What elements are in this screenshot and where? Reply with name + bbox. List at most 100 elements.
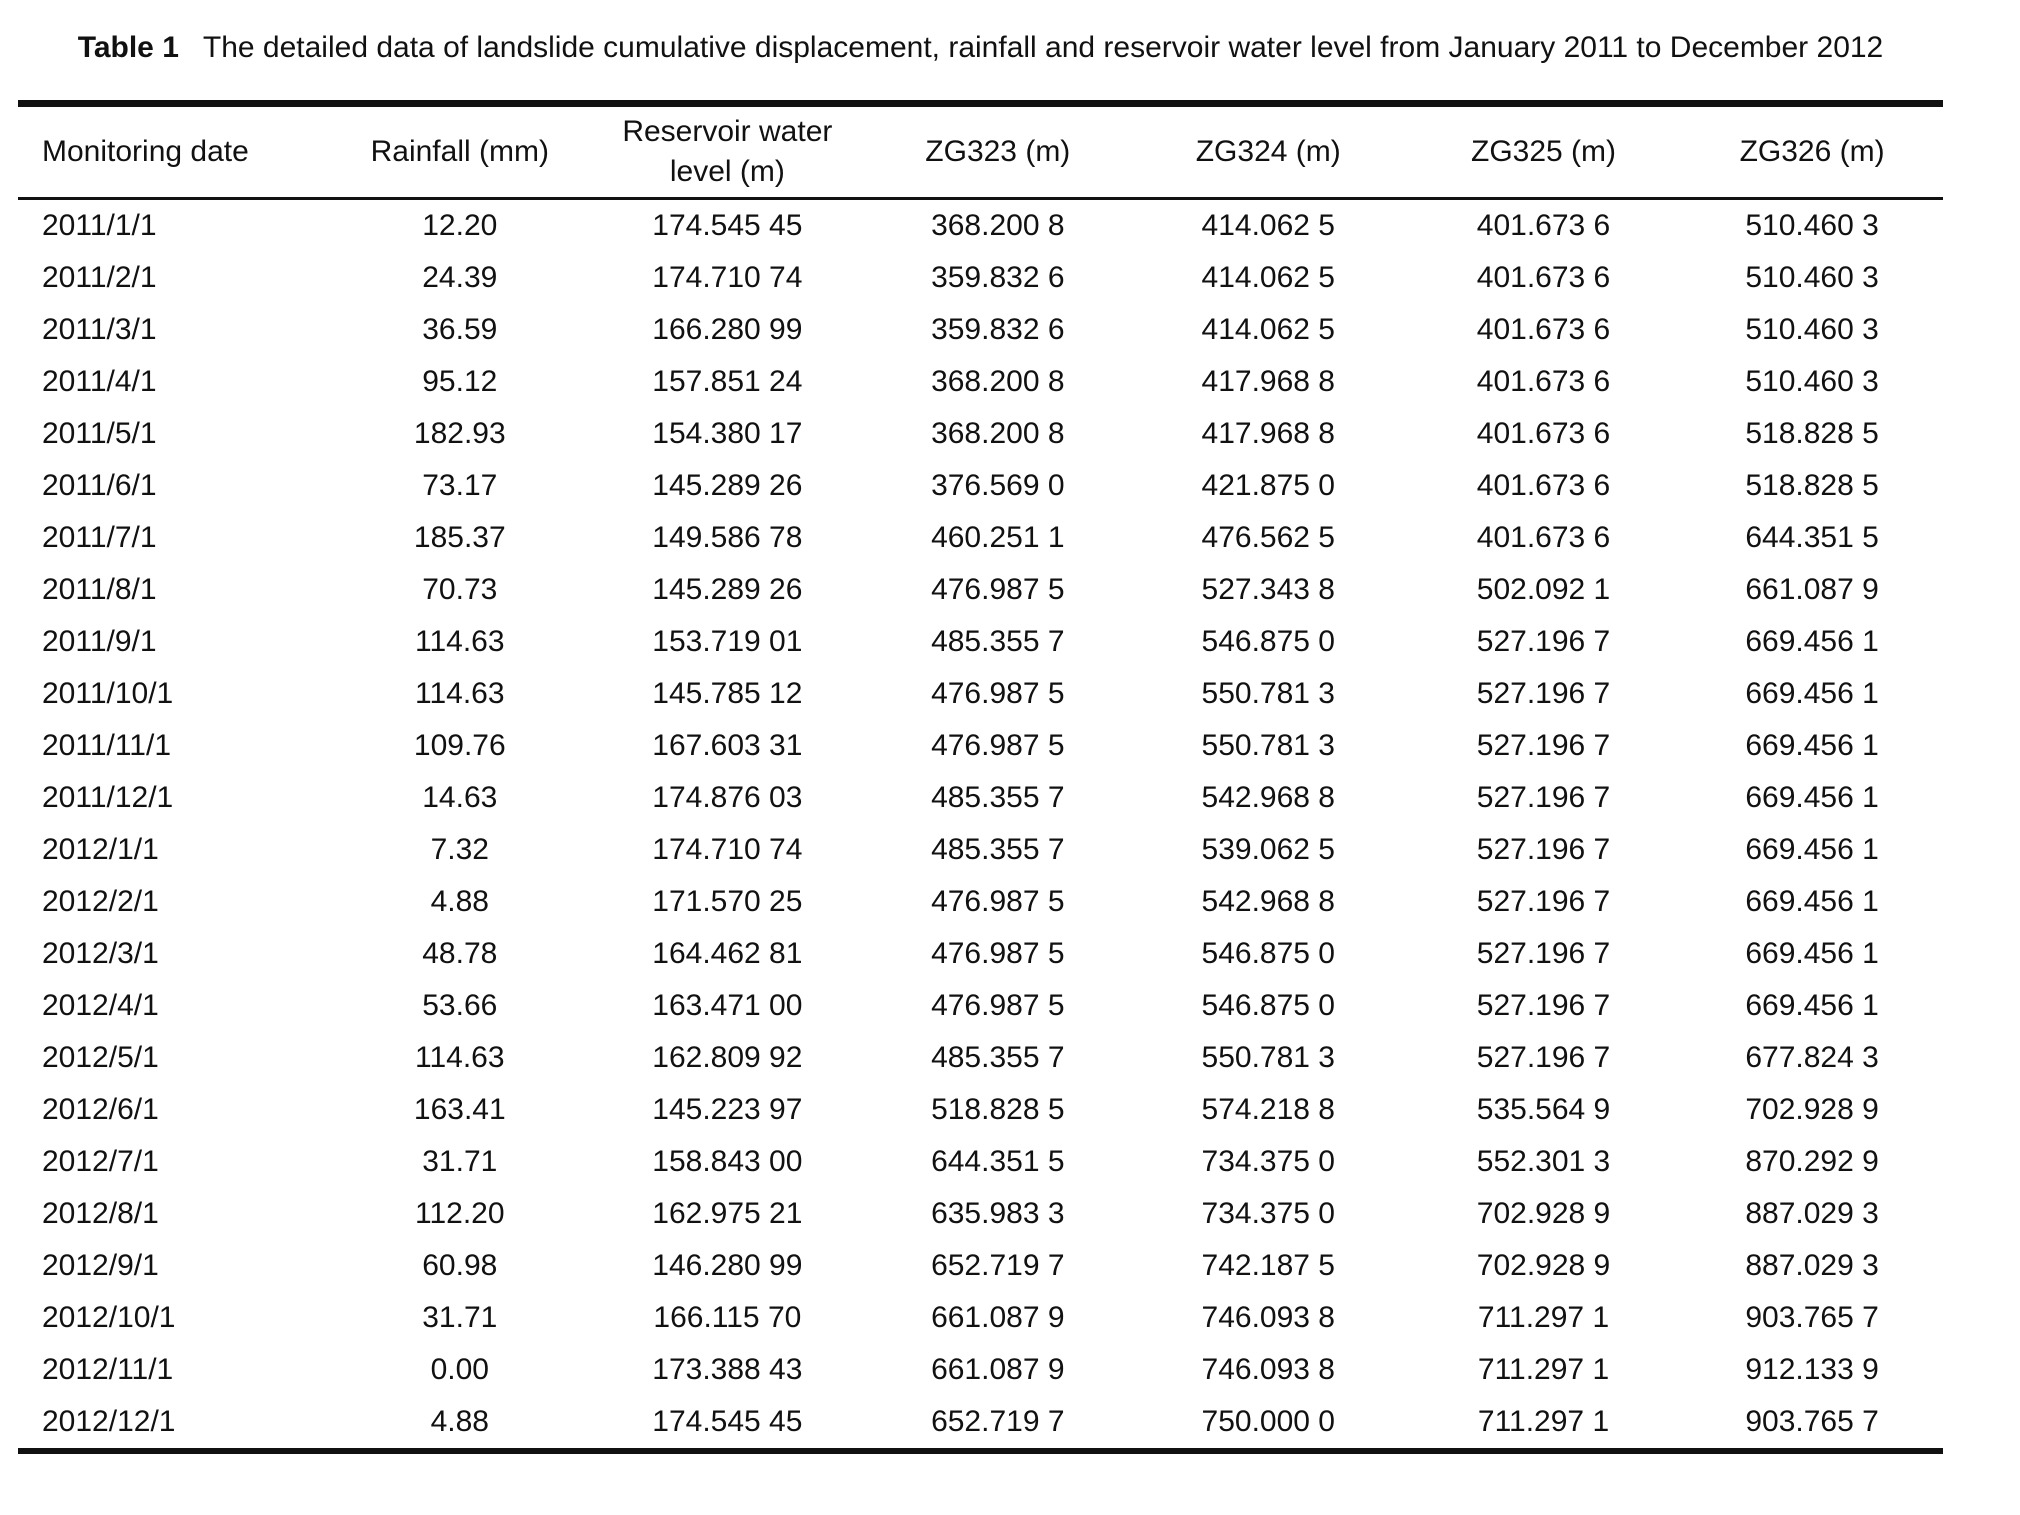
zg326-cell: 887.029 3 — [1745, 1249, 1879, 1282]
zg324-cell: 546.875 0 — [1201, 989, 1335, 1022]
reservoir-level-cell: 173.388 43 — [652, 1353, 803, 1386]
data-table: Monitoring date Rainfall (mm) Reservoir … — [18, 100, 1943, 1454]
table-row: 2012/6/1 163.41 145.223 97 518.828 5 574.218… — [18, 1084, 1943, 1136]
monitoring-date-cell: 2012/2/1 — [42, 885, 159, 918]
zg323-cell: 485.355 7 — [931, 781, 1065, 814]
zg324-cell: 574.218 8 — [1201, 1093, 1335, 1126]
zg325-cell: 711.297 1 — [1477, 1405, 1610, 1438]
zg325-cell: 401.673 6 — [1476, 365, 1611, 398]
column-header-rainfall: Rainfall (mm) — [370, 135, 549, 168]
column-header-zg325: ZG325 (m) — [1471, 135, 1617, 168]
table-row: 2012/2/1 4.88 171.570 25 476.987 5 542.968 8… — [18, 876, 1943, 928]
zg324-cell: 542.968 8 — [1201, 885, 1335, 918]
zg323-cell: 359.832 6 — [931, 261, 1065, 294]
rainfall-cell: 163.41 — [413, 1093, 506, 1126]
zg324-cell: 421.875 0 — [1201, 469, 1335, 502]
table-row: 2012/4/1 53.66 163.471 00 476.987 5 546.875 … — [18, 980, 1943, 1032]
table-row: 2011/10/1 114.63 145.785 12 476.987 5 550.78… — [18, 668, 1943, 720]
reservoir-level-cell: 153.719 01 — [652, 625, 803, 658]
zg324-cell: 527.343 8 — [1201, 573, 1335, 606]
table-row: 2012/10/1 31.71 166.115 70 661.087 9 746.093… — [18, 1292, 1943, 1344]
zg325-cell: 527.196 7 — [1476, 625, 1611, 658]
zg325-cell: 702.928 9 — [1476, 1197, 1611, 1230]
zg324-cell: 414.062 5 — [1201, 261, 1335, 294]
zg324-cell: 742.187 5 — [1201, 1249, 1335, 1282]
zg326-cell: 669.456 1 — [1745, 729, 1879, 762]
zg326-cell: 677.824 3 — [1745, 1041, 1879, 1074]
rainfall-cell: 36.59 — [422, 313, 498, 346]
zg324-cell: 734.375 0 — [1201, 1145, 1335, 1178]
reservoir-level-cell: 166.280 99 — [652, 313, 803, 346]
zg324-cell: 746.093 8 — [1201, 1301, 1335, 1334]
monitoring-date-cell: 2012/1/1 — [42, 833, 159, 866]
reservoir-level-cell: 145.289 26 — [652, 573, 803, 606]
zg326-cell: 669.456 1 — [1745, 677, 1879, 710]
zg325-cell: 401.673 6 — [1476, 313, 1611, 346]
zg325-cell: 401.673 6 — [1476, 469, 1611, 502]
zg325-cell: 502.092 1 — [1476, 573, 1611, 606]
zg326-cell: 518.828 5 — [1745, 417, 1879, 450]
monitoring-date-cell: 2012/8/1 — [42, 1197, 159, 1230]
rainfall-cell: 114.63 — [415, 677, 505, 710]
table-row: 2012/8/1 112.20 162.975 21 635.983 3 734.375… — [18, 1188, 1943, 1240]
zg323-cell: 635.983 3 — [931, 1197, 1065, 1230]
zg325-cell: 527.196 7 — [1476, 989, 1611, 1022]
monitoring-date-cell: 2011/11/1 — [42, 729, 172, 762]
zg326-cell: 702.928 9 — [1745, 1093, 1879, 1126]
caption-text: The detailed data of landslide cumulativ… — [202, 31, 1884, 64]
zg326-cell: 912.133 9 — [1745, 1353, 1879, 1386]
monitoring-date-cell: 2011/8/1 — [42, 573, 157, 606]
rainfall-cell: 70.73 — [422, 573, 498, 606]
column-header-reservoir-water-level: Reservoir water level (m) — [622, 115, 833, 188]
zg323-cell: 476.987 5 — [931, 677, 1065, 710]
rainfall-cell: 4.88 — [430, 1405, 489, 1438]
zg324-cell: 417.968 8 — [1201, 365, 1335, 398]
rainfall-cell: 24.39 — [422, 261, 498, 294]
zg326-cell: 510.460 3 — [1745, 365, 1879, 398]
zg326-cell: 903.765 7 — [1745, 1405, 1879, 1438]
column-header-zg323: ZG323 (m) — [925, 135, 1071, 168]
zg323-cell: 644.351 5 — [931, 1145, 1065, 1178]
table-row: 2012/1/1 7.32 174.710 74 485.355 7 539.062 5… — [18, 824, 1943, 876]
zg323-cell: 368.200 8 — [931, 209, 1065, 242]
zg325-cell: 702.928 9 — [1476, 1249, 1611, 1282]
rainfall-cell: 60.98 — [422, 1249, 498, 1282]
zg325-cell: 711.297 1 — [1477, 1353, 1610, 1386]
monitoring-date-cell: 2011/7/1 — [42, 521, 157, 554]
rainfall-cell: 185.37 — [413, 521, 506, 554]
reservoir-level-cell: 171.570 25 — [652, 885, 803, 918]
monitoring-date-cell: 2012/3/1 — [42, 937, 159, 970]
monitoring-date-cell: 2011/5/1 — [42, 417, 157, 450]
zg326-cell: 870.292 9 — [1745, 1145, 1879, 1178]
reservoir-level-cell: 166.115 70 — [653, 1301, 802, 1334]
monitoring-date-cell: 2012/12/1 — [42, 1405, 176, 1438]
table-row: 2011/1/1 12.20 174.545 45 368.200 8 414.062 … — [18, 199, 1943, 253]
zg326-cell: 510.460 3 — [1745, 313, 1879, 346]
zg325-cell: 527.196 7 — [1476, 729, 1611, 762]
monitoring-date-cell: 2011/10/1 — [42, 677, 174, 710]
zg326-cell: 510.460 3 — [1745, 209, 1879, 242]
zg325-cell: 535.564 9 — [1476, 1093, 1611, 1126]
column-header-zg326: ZG326 (m) — [1739, 135, 1885, 168]
table-row: 2011/2/1 24.39 174.710 74 359.832 6 414.062 … — [18, 252, 1943, 304]
monitoring-date-cell: 2012/4/1 — [42, 989, 159, 1022]
monitoring-date-cell: 2011/12/1 — [42, 781, 174, 814]
zg326-cell: 669.456 1 — [1745, 781, 1879, 814]
zg323-cell: 661.087 9 — [931, 1353, 1065, 1386]
zg325-cell: 527.196 7 — [1476, 885, 1611, 918]
zg323-cell: 476.987 5 — [931, 885, 1065, 918]
zg326-cell: 518.828 5 — [1745, 469, 1879, 502]
zg324-cell: 546.875 0 — [1201, 937, 1335, 970]
header-row: Monitoring date Rainfall (mm) Reservoir … — [18, 104, 1943, 199]
rainfall-cell: 95.12 — [422, 365, 498, 398]
reservoir-level-cell: 157.851 24 — [652, 365, 803, 398]
zg326-cell: 510.460 3 — [1745, 261, 1879, 294]
zg323-cell: 376.569 0 — [931, 469, 1065, 502]
zg326-cell: 669.456 1 — [1745, 885, 1879, 918]
rainfall-cell: 12.20 — [422, 209, 498, 242]
rainfall-cell: 53.66 — [422, 989, 498, 1022]
monitoring-date-cell: 2012/10/1 — [42, 1301, 176, 1334]
monitoring-date-cell: 2011/4/1 — [42, 365, 157, 398]
reservoir-level-cell: 158.843 00 — [652, 1145, 803, 1178]
zg324-cell: 539.062 5 — [1201, 833, 1335, 866]
